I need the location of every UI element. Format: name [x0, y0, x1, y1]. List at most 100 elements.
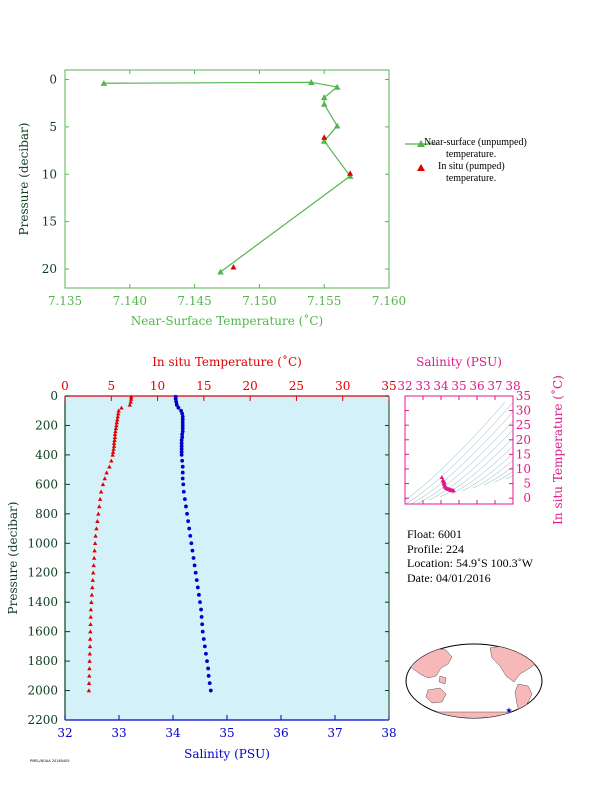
- salinity-profile-point: [180, 414, 185, 419]
- pressure-tick-label: 1200: [27, 566, 58, 580]
- salinity-profile-point: [189, 541, 194, 546]
- temperature-profile-point: [112, 435, 118, 439]
- ts-density-contour: [410, 411, 513, 504]
- ts-density-contour: [528, 363, 612, 473]
- near-surface-y-tick-label: 5: [49, 120, 57, 134]
- ts-x-tick-label: 32: [397, 379, 412, 393]
- temperature-profile-point: [89, 599, 94, 604]
- pressure-tick-label: 800: [35, 507, 58, 521]
- temperature-profile-point: [114, 420, 120, 425]
- ts-y-tick-label: 10: [516, 462, 531, 476]
- ts-density-contour: [494, 471, 513, 483]
- float-info: Float: 6001 Profile: 224 Location: 54.9˚…: [407, 527, 533, 585]
- ts-y-tick-label: 30: [516, 404, 531, 418]
- near-surface-temperature-point: [320, 137, 328, 144]
- pressure-tick-label: 1800: [27, 654, 58, 668]
- world-map: ★: [405, 643, 543, 719]
- salinity-profile-point: [180, 435, 185, 440]
- temperature-tick-label: 15: [196, 379, 211, 393]
- temperature-profile-point: [128, 396, 134, 401]
- float-location: Location: 54.9˚S 100.3˚W: [407, 556, 533, 570]
- salinity-profile-point: [174, 402, 179, 407]
- salinity-profile-point: [176, 405, 181, 410]
- ts-x-tick-label: 34: [433, 379, 449, 393]
- salinity-profile-point: [192, 563, 197, 568]
- salinity-profile-point: [204, 651, 208, 656]
- profile-ticks: 32 33 34 35 36 37 38 0 5 10 15 20 25 30 35 0 200 400 600 80…: [27, 379, 396, 740]
- salinity-tick-label: 33: [111, 726, 126, 740]
- ts-x-tick-label: 37: [487, 379, 502, 393]
- temperature-profile-point: [115, 414, 120, 419]
- ts-density-contour: [428, 429, 513, 501]
- ts-y-tick-label: 15: [516, 447, 531, 461]
- near-surface-y-ticks: 0 5 10 15 20: [42, 72, 389, 276]
- salinity-profile-point: [184, 504, 188, 509]
- temperature-profile-point: [93, 533, 98, 538]
- ts-density-contour: [472, 460, 513, 489]
- ts-density-contour: [405, 402, 513, 504]
- temperature-profile-point: [86, 680, 92, 685]
- salinity-profile-point: [179, 408, 184, 413]
- temperature-profile-point: [111, 440, 117, 445]
- pressure-tick-label: 2000: [27, 684, 58, 698]
- ts-density-contour: [405, 401, 506, 501]
- salinity-profile-point: [200, 629, 205, 634]
- salinity-profile-point: [181, 489, 186, 494]
- temperature-tick-label: 0: [61, 379, 69, 393]
- near-surface-temperature-point: [333, 83, 341, 90]
- salinity-profile-point: [201, 637, 206, 641]
- salinity-profile-point: [179, 441, 184, 446]
- near-surface-x-tick-label: 7.160: [372, 294, 406, 308]
- legend-in-situ-line1: In situ (pumped): [438, 161, 505, 172]
- temperature-profile-point: [110, 449, 116, 454]
- salinity-profile-point: [205, 659, 209, 663]
- salinity-profile-point: [190, 548, 195, 553]
- ts-point: [451, 488, 456, 493]
- profile-panel: 32 33 34 35 36 37 38 0 5 10 15 20 25 30 35 0 200 400 600 80…: [6, 354, 397, 761]
- salinity-profile-point: [198, 600, 202, 605]
- ts-y-label: In situ Temperature (˚C): [550, 375, 565, 525]
- temperature-tick-label: 20: [243, 379, 258, 393]
- near-surface-x-tick-label: 7.150: [242, 294, 276, 308]
- temperature-profile-point: [112, 432, 118, 437]
- in-situ-temperature-point: [321, 134, 328, 140]
- legend-marker-swatch: [417, 164, 425, 171]
- pressure-tick-label: 0: [50, 389, 58, 403]
- near-surface-series: [100, 79, 354, 275]
- near-surface-x-tick-label: 7.135: [48, 294, 82, 308]
- ts-x-tick-label: 33: [415, 379, 430, 393]
- salinity-profile-point: [202, 644, 207, 649]
- ts-y-tick-label: 5: [523, 477, 531, 491]
- temperature-profile-point: [113, 429, 118, 434]
- pressure-tick-label: 1400: [27, 595, 58, 609]
- in-situ-temperature-point: [230, 264, 237, 270]
- salinity-profile-point: [193, 570, 198, 575]
- salinity-profile-point: [188, 534, 193, 538]
- temperature-profile-point: [87, 644, 93, 649]
- salinity-profile-point: [180, 417, 185, 422]
- footer-credit: PMEL/NOAA 20160405: [30, 759, 70, 763]
- salinity-profile-point: [174, 399, 179, 404]
- near-surface-y-tick-label: 0: [49, 72, 57, 86]
- temperature-profile-point: [92, 548, 97, 553]
- near-surface-y-tick-label: 10: [42, 167, 57, 181]
- salinity-profile-point: [207, 681, 212, 686]
- temperature-profile-point: [102, 476, 108, 481]
- salinity-profile-point: [180, 470, 185, 475]
- pressure-axis-label: Pressure (decibar): [6, 502, 20, 615]
- temperature-profile-point: [119, 405, 124, 410]
- near-surface-temperature-point: [100, 79, 108, 86]
- salinity-profile-point: [180, 423, 185, 428]
- near-surface-x-tick-label: 7.145: [177, 294, 211, 308]
- ts-y-tick-label: 25: [516, 418, 531, 432]
- temperature-profile-point: [116, 408, 121, 413]
- temperature-profile-point: [113, 426, 119, 431]
- temperature-profile-point: [91, 555, 97, 560]
- salinity-profile-point: [186, 519, 191, 524]
- salinity-tick-label: 34: [165, 726, 181, 740]
- salinity-profile-point: [194, 578, 199, 582]
- temperature-profile-point: [98, 489, 104, 494]
- salinity-profile-point: [179, 447, 184, 451]
- temperature-profile-point: [92, 541, 98, 546]
- ts-point: [439, 475, 445, 480]
